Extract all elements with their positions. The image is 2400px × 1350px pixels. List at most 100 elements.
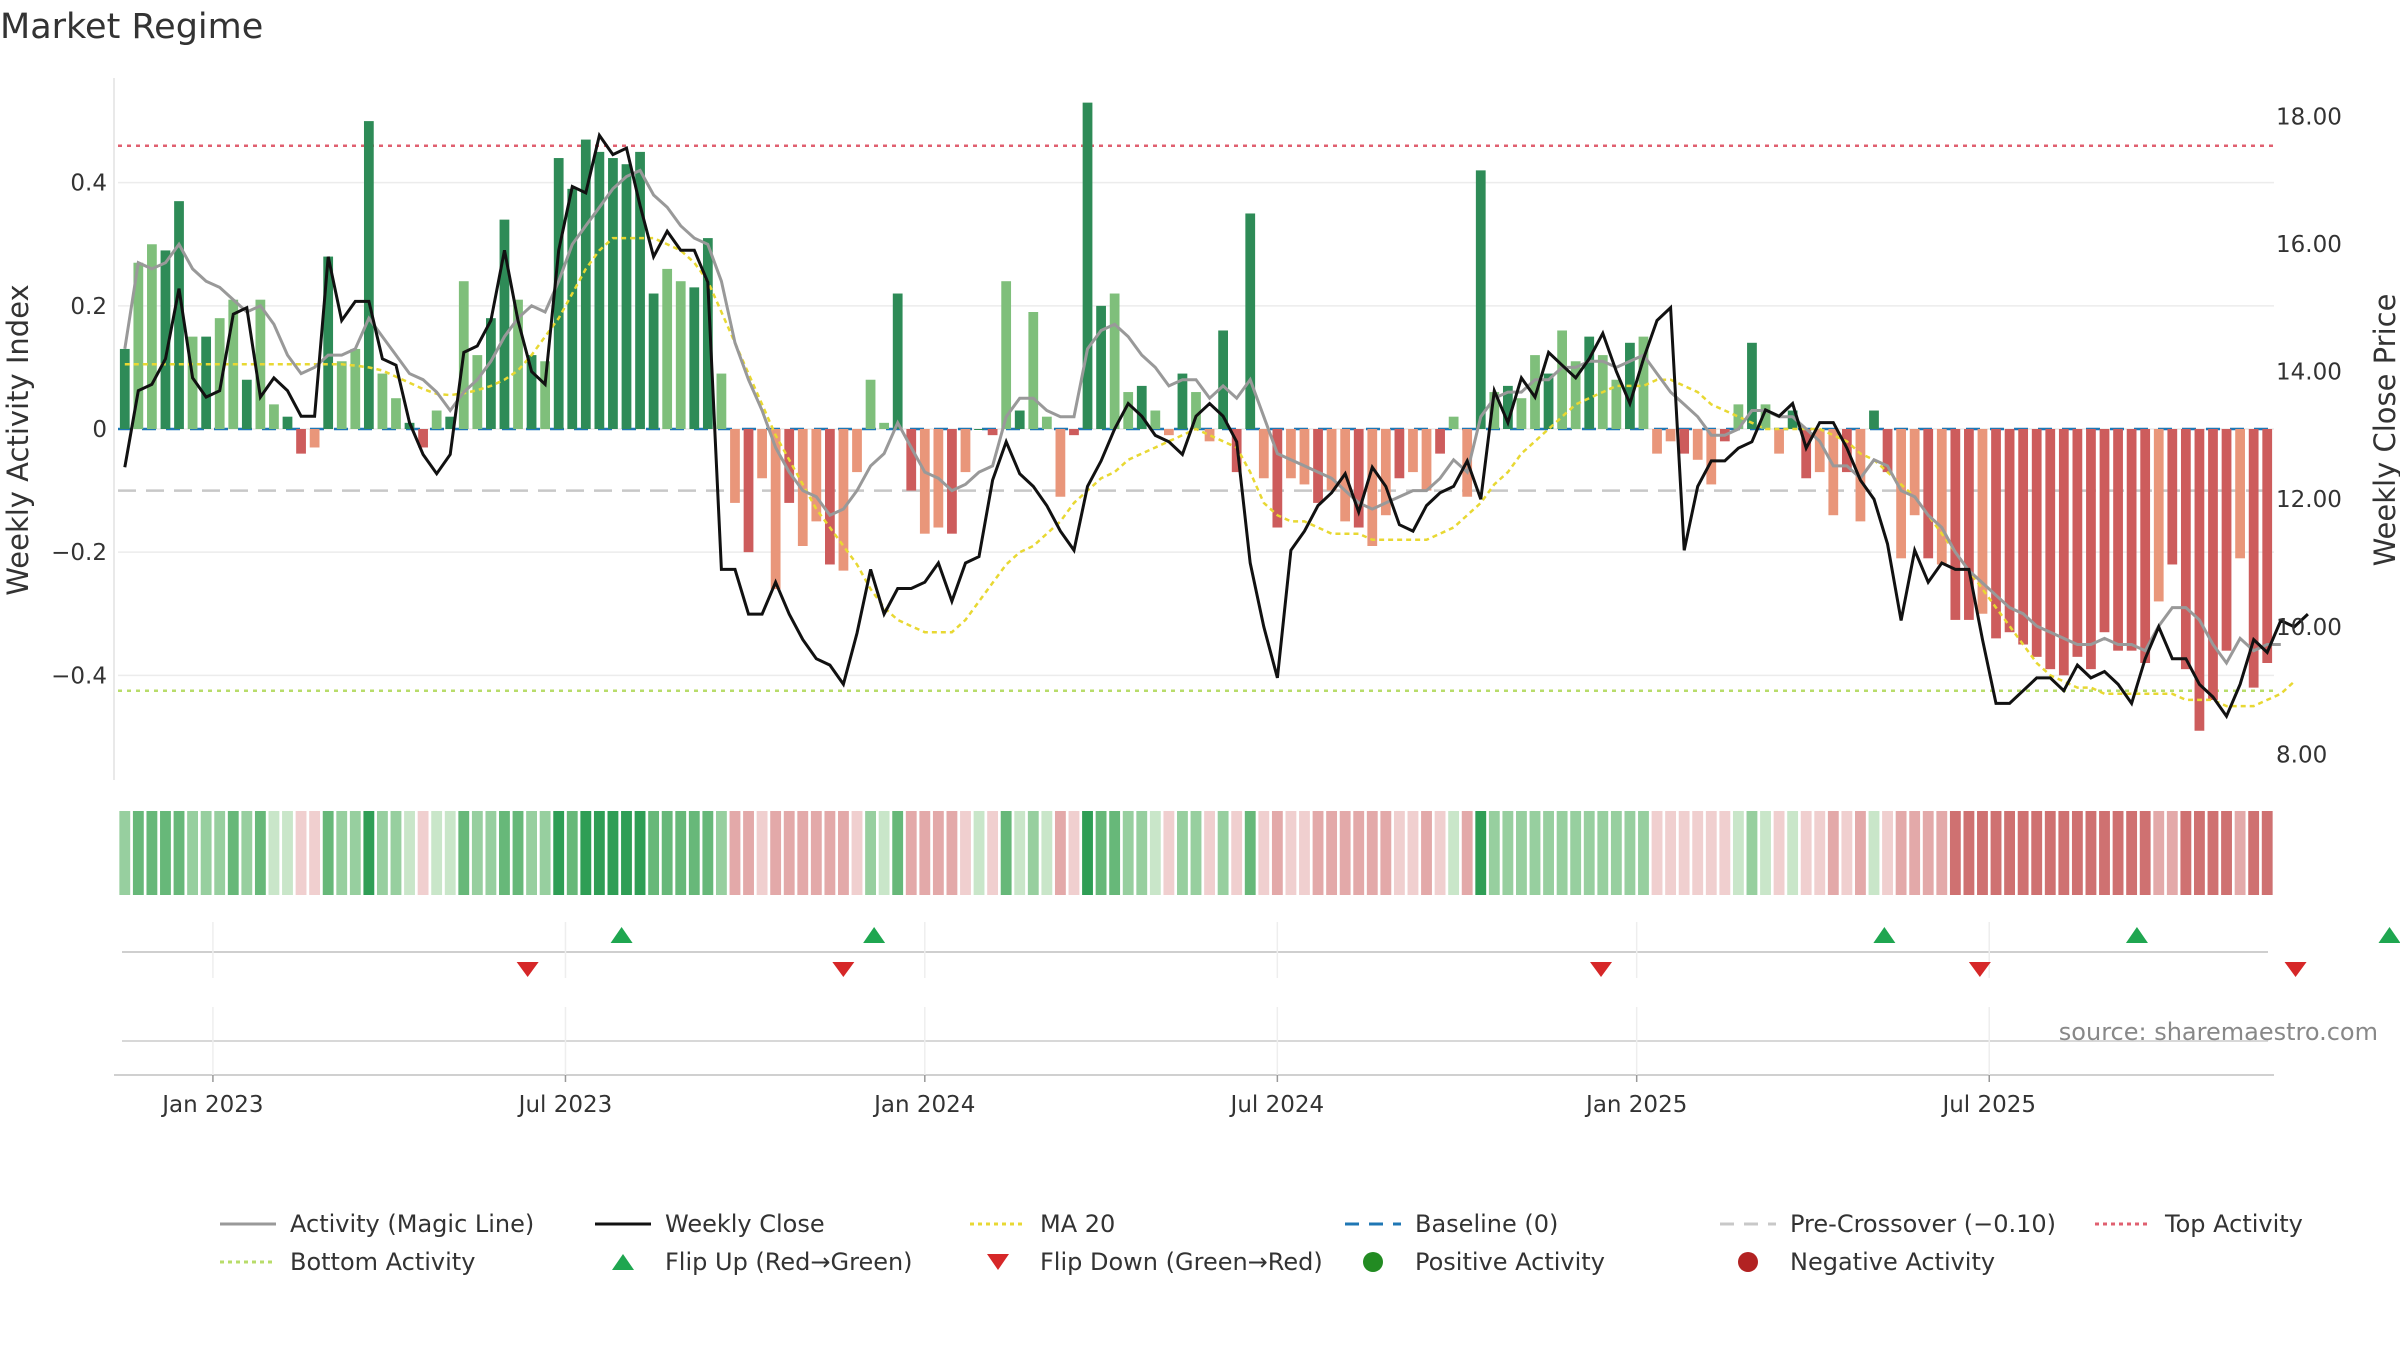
regime-cell — [1312, 811, 1324, 895]
regime-cell — [539, 811, 551, 895]
regime-cell — [607, 811, 619, 895]
activity-bar — [567, 188, 578, 429]
activity-bar — [730, 429, 740, 503]
regime-cell — [2207, 811, 2219, 895]
regime-cell — [1041, 811, 1053, 895]
legend-item-bottom-activity: Bottom Activity — [218, 1243, 593, 1281]
legend-dotted-red-icon — [2095, 1222, 2151, 1226]
regime-cell — [390, 811, 402, 895]
regime-cell — [376, 811, 388, 895]
y-tick-label: −0.2 — [51, 540, 107, 566]
flip-up-marker — [610, 927, 633, 943]
legend: Activity (Magic Line) Weekly Close MA 20… — [218, 1205, 2368, 1281]
regime-cell — [2234, 811, 2246, 895]
y-tick-label: 0.2 — [70, 294, 107, 320]
flip-up-marker — [863, 927, 886, 943]
regime-cell — [431, 811, 443, 895]
regime-cell — [973, 811, 985, 895]
y2-tick-label: 10.00 — [2276, 615, 2342, 641]
regime-cell — [2112, 811, 2124, 895]
activity-bar — [309, 429, 320, 448]
activity-magic-line — [123, 168, 2281, 666]
activity-bar — [513, 299, 523, 429]
regime-cell — [499, 811, 510, 895]
activity-bar — [1489, 392, 1500, 429]
flip-down-marker — [2284, 962, 2307, 977]
regime-cell — [1583, 811, 1595, 895]
regime-cell — [2004, 811, 2016, 895]
regime-cell — [322, 811, 334, 895]
regime-cell — [1393, 811, 1405, 895]
activity-bar — [1204, 429, 1215, 442]
regime-cell — [1380, 811, 1392, 895]
regime-cell — [173, 811, 185, 895]
regime-cell — [1814, 811, 1826, 895]
regime-cell — [675, 811, 687, 895]
regime-cell — [1719, 811, 1731, 895]
activity-bar — [1774, 429, 1784, 454]
activity-bar — [797, 429, 808, 546]
activity-bar — [1028, 312, 1039, 429]
regime-cell — [1068, 811, 1080, 895]
regime-cell — [1529, 811, 1541, 895]
regime-cell — [688, 811, 700, 895]
regime-cell — [1746, 811, 1758, 895]
activity-bar — [2113, 429, 2123, 651]
regime-cell — [851, 811, 863, 895]
regime-cell — [1597, 811, 1609, 895]
activity-bar — [377, 373, 388, 429]
regime-cell — [1149, 811, 1161, 895]
regime-cell — [417, 811, 429, 895]
ma20-line — [124, 236, 2296, 708]
activity-bar — [1787, 410, 1798, 429]
activity-bar — [1069, 429, 1079, 436]
activity-bar — [486, 318, 496, 429]
activity-bar — [472, 355, 483, 429]
activity-bar — [187, 336, 198, 429]
activity-bar — [1380, 429, 1391, 516]
activity-bar — [1855, 429, 1866, 522]
activity-bar — [1733, 404, 1744, 429]
activity-bar — [1245, 213, 1256, 429]
regime-cell — [729, 811, 741, 895]
regime-cell — [946, 811, 958, 895]
regime-cell — [1909, 811, 1921, 895]
regime-cell — [783, 811, 795, 895]
flip-markers-panel — [122, 922, 2400, 978]
activity-bars — [119, 102, 2273, 731]
activity-bar — [282, 416, 293, 429]
regime-color-strip — [119, 811, 2273, 895]
activity-bar — [147, 244, 157, 429]
regime-cell — [214, 811, 226, 895]
series-lines — [123, 131, 2309, 720]
regime-cell — [295, 811, 307, 895]
activity-bar — [1001, 281, 1012, 429]
activity-bar — [418, 429, 428, 448]
regime-cell — [1231, 811, 1243, 895]
regime-cell — [1800, 811, 1812, 895]
activity-bar — [1679, 429, 1690, 454]
legend-dotted-yellow-icon — [970, 1222, 1026, 1226]
activity-bar — [431, 410, 442, 429]
activity-bar — [1123, 392, 1134, 429]
regime-cell — [1638, 811, 1649, 895]
activity-bar — [2140, 429, 2151, 663]
activity-bar — [119, 348, 130, 429]
regime-cell — [2139, 811, 2151, 895]
activity-bar — [1665, 429, 1676, 442]
y2-tick-label: 18.00 — [2276, 104, 2342, 130]
regime-cell — [160, 811, 171, 895]
regime-cell — [1692, 811, 1704, 895]
activity-bar — [214, 318, 225, 429]
regime-cell — [309, 811, 321, 895]
activity-bar — [1516, 398, 1527, 429]
regime-cell — [241, 811, 253, 895]
activity-bar — [2099, 429, 2110, 633]
activity-bar — [1909, 429, 1920, 516]
activity-bar — [499, 219, 510, 429]
activity-bar — [336, 361, 347, 429]
x-tick-label: Jul 2025 — [1940, 1092, 2036, 1118]
activity-bar — [1557, 330, 1567, 429]
y2-tick-label: 12.00 — [2276, 487, 2342, 513]
activity-bar — [1760, 404, 1771, 429]
